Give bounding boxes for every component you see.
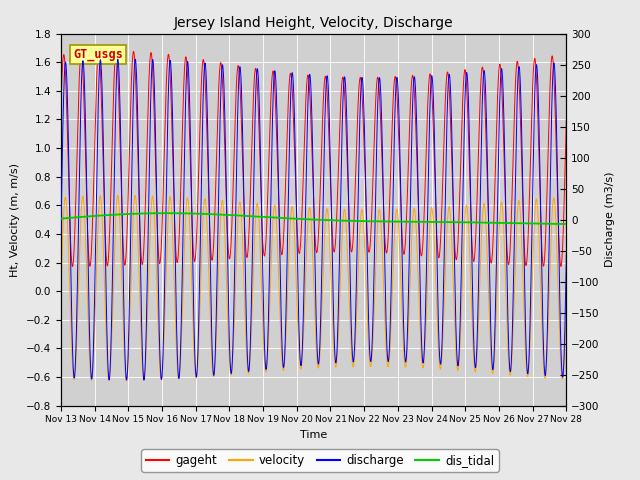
Y-axis label: Ht, Velocity (m, m/s): Ht, Velocity (m, m/s) <box>10 163 20 276</box>
Y-axis label: Discharge (m3/s): Discharge (m3/s) <box>605 172 615 267</box>
Legend: gageht, velocity, discharge, dis_tidal: gageht, velocity, discharge, dis_tidal <box>141 449 499 472</box>
Text: GT_usgs: GT_usgs <box>74 48 124 61</box>
X-axis label: Time: Time <box>300 430 327 440</box>
Title: Jersey Island Height, Velocity, Discharge: Jersey Island Height, Velocity, Discharg… <box>174 16 453 30</box>
